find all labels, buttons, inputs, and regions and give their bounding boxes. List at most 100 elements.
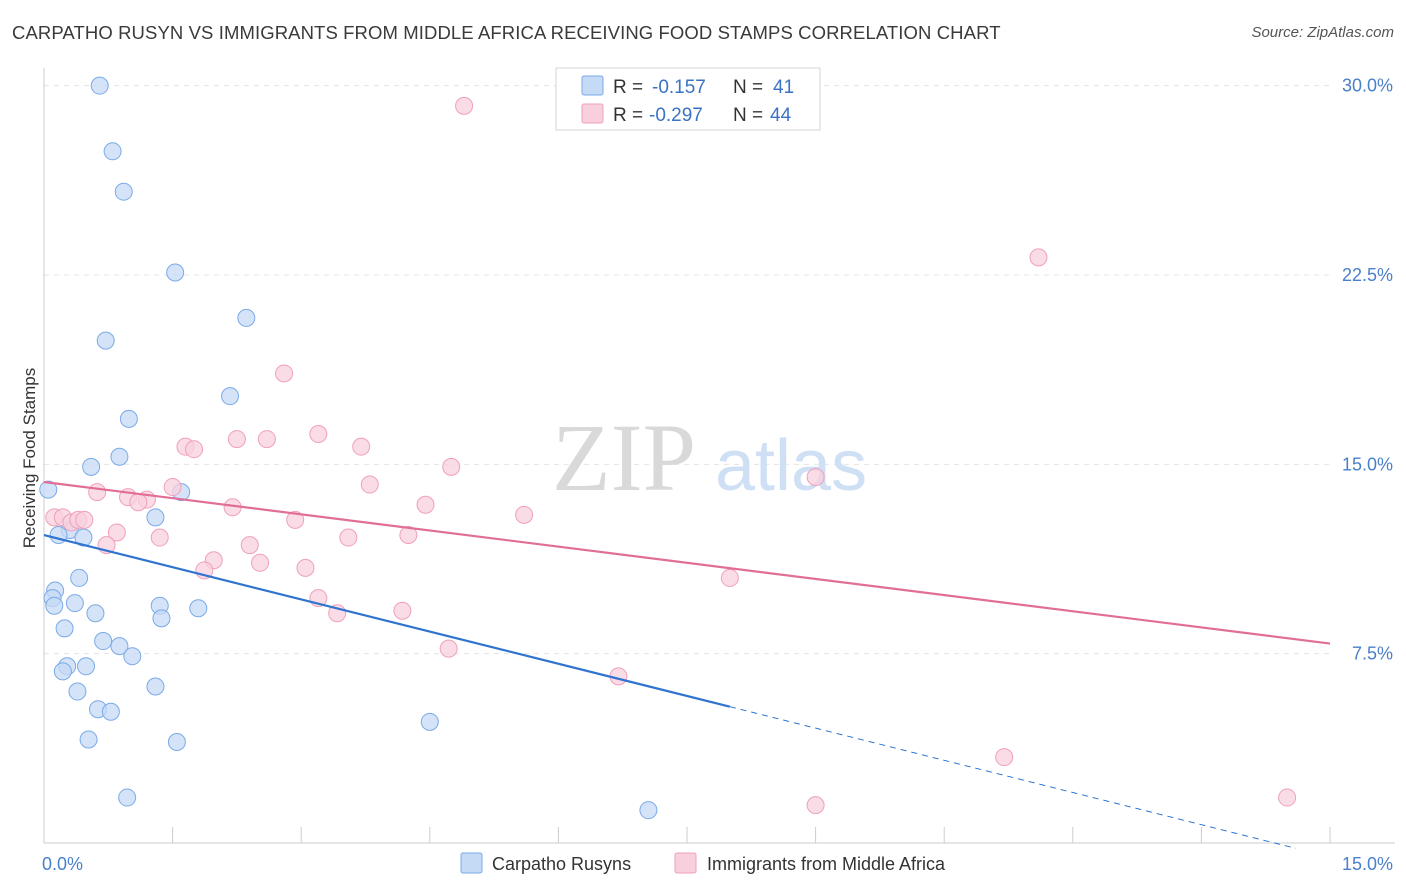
- legend-n-value-2: 44: [770, 105, 792, 126]
- stats-legend: R = -0.157 N = 41 R = -0.297 N = 44: [555, 67, 821, 131]
- point-s0-25: [55, 619, 74, 638]
- point-s0-2: [114, 182, 133, 201]
- series-legend-swatch-rusyns: [460, 852, 483, 874]
- watermark-zip: ZIP: [552, 404, 696, 511]
- trend-lines: [43, 480, 1331, 849]
- legend-r-label-1: R =: [613, 77, 643, 98]
- grid-lines: [44, 85, 1330, 655]
- x-tick-labels: 0.0% 15.0%: [42, 854, 1393, 874]
- point-s1-8: [352, 437, 371, 456]
- point-s0-19: [45, 596, 64, 615]
- point-s0-38: [167, 733, 186, 752]
- point-s0-3: [166, 263, 185, 282]
- point-s1-43: [806, 796, 825, 815]
- y-tick-label-0: 7.5%: [1352, 644, 1393, 664]
- series-legend-label-middle-africa: Immigrants from Middle Africa: [707, 854, 946, 874]
- legend-r-value-1: -0.157: [652, 77, 706, 98]
- series-legend: Carpatho Rusyns Immigrants from Middle A…: [460, 852, 946, 874]
- point-s1-27: [399, 526, 418, 545]
- point-s1-29: [150, 528, 169, 547]
- point-s1-7: [185, 440, 204, 459]
- axes: [43, 68, 1395, 844]
- point-s0-1: [103, 142, 122, 161]
- point-s0-35: [101, 702, 120, 721]
- legend-swatch-rusyns: [581, 75, 604, 96]
- point-s0-33: [68, 682, 87, 701]
- point-s1-30: [240, 536, 259, 555]
- trend-line-extension-s0: [729, 706, 1296, 849]
- point-s1-39: [393, 601, 412, 620]
- point-s1-11: [360, 475, 379, 494]
- point-s1-42: [995, 748, 1014, 767]
- point-s0-8: [110, 447, 129, 466]
- x-tick-label-1: 15.0%: [1342, 854, 1393, 874]
- legend-swatch-middle-africa: [581, 103, 604, 124]
- point-s1-28: [107, 523, 126, 542]
- series-legend-swatch-middle-africa: [674, 852, 697, 874]
- data-points: [39, 76, 1297, 820]
- point-s1-44: [1278, 788, 1297, 807]
- point-s0-5: [96, 331, 115, 350]
- point-s0-16: [70, 568, 89, 587]
- point-s1-4: [227, 430, 246, 449]
- y-tick-label-3: 30.0%: [1342, 76, 1393, 96]
- legend-n-label-1: N =: [733, 77, 763, 98]
- trend-line-s1: [43, 480, 1331, 645]
- point-s1-5: [257, 430, 276, 449]
- point-s0-31: [53, 662, 72, 681]
- point-s0-12: [146, 508, 165, 527]
- point-s0-39: [118, 788, 137, 807]
- watermark: ZIP atlas: [552, 404, 867, 511]
- point-s1-9: [442, 457, 461, 476]
- point-s0-6: [221, 387, 240, 406]
- point-s1-13: [88, 483, 107, 502]
- x-tick-label-0: 0.0%: [42, 854, 83, 874]
- legend-r-value-2: -0.297: [649, 105, 703, 126]
- point-s0-4: [237, 308, 256, 327]
- y-tick-label-2: 22.5%: [1342, 265, 1393, 285]
- legend-n-label-2: N =: [733, 105, 763, 126]
- legend-n-value-1: 41: [773, 77, 794, 98]
- chart-source: Source: ZipAtlas.com: [1251, 24, 1394, 41]
- point-s1-0: [455, 96, 474, 115]
- point-s1-10: [806, 467, 825, 486]
- y-tick-labels: 7.5% 15.0% 22.5% 30.0%: [1342, 76, 1393, 664]
- point-s0-28: [123, 647, 142, 666]
- point-s0-27: [110, 637, 129, 656]
- point-s0-40: [639, 801, 658, 820]
- series-legend-label-rusyns: Carpatho Rusyns: [492, 854, 631, 874]
- watermark-atlas: atlas: [715, 426, 867, 506]
- point-s1-1: [1029, 248, 1048, 267]
- point-s0-20: [65, 594, 84, 613]
- point-s0-10: [39, 480, 58, 499]
- point-s1-34: [296, 558, 315, 577]
- chart-title: CARPATHO RUSYN VS IMMIGRANTS FROM MIDDLE…: [12, 22, 1001, 43]
- y-tick-label-1: 15.0%: [1342, 454, 1393, 474]
- point-s0-9: [82, 457, 101, 476]
- point-s1-36: [720, 568, 739, 587]
- trend-line-s0: [43, 533, 731, 708]
- point-s0-23: [189, 599, 208, 618]
- point-s1-18: [416, 495, 435, 514]
- point-s1-3: [309, 425, 328, 444]
- point-s0-32: [146, 677, 165, 696]
- point-s0-36: [420, 712, 439, 731]
- point-s1-33: [251, 553, 270, 572]
- point-s1-2: [275, 364, 294, 383]
- point-s1-26: [339, 528, 358, 547]
- point-s0-24: [152, 609, 171, 628]
- point-s1-23: [75, 510, 94, 529]
- point-s0-26: [94, 632, 113, 651]
- point-s0-30: [77, 657, 96, 676]
- legend-r-label-2: R =: [613, 105, 643, 126]
- point-s0-7: [119, 409, 138, 428]
- point-s0-0: [90, 76, 109, 95]
- point-s0-21: [86, 604, 105, 623]
- point-s1-24: [515, 505, 534, 524]
- point-s1-16: [129, 493, 148, 512]
- point-s1-12: [163, 478, 182, 497]
- point-s1-40: [439, 639, 458, 658]
- point-s0-37: [79, 730, 98, 749]
- y-axis-label: Receiving Food Stamps: [20, 368, 39, 548]
